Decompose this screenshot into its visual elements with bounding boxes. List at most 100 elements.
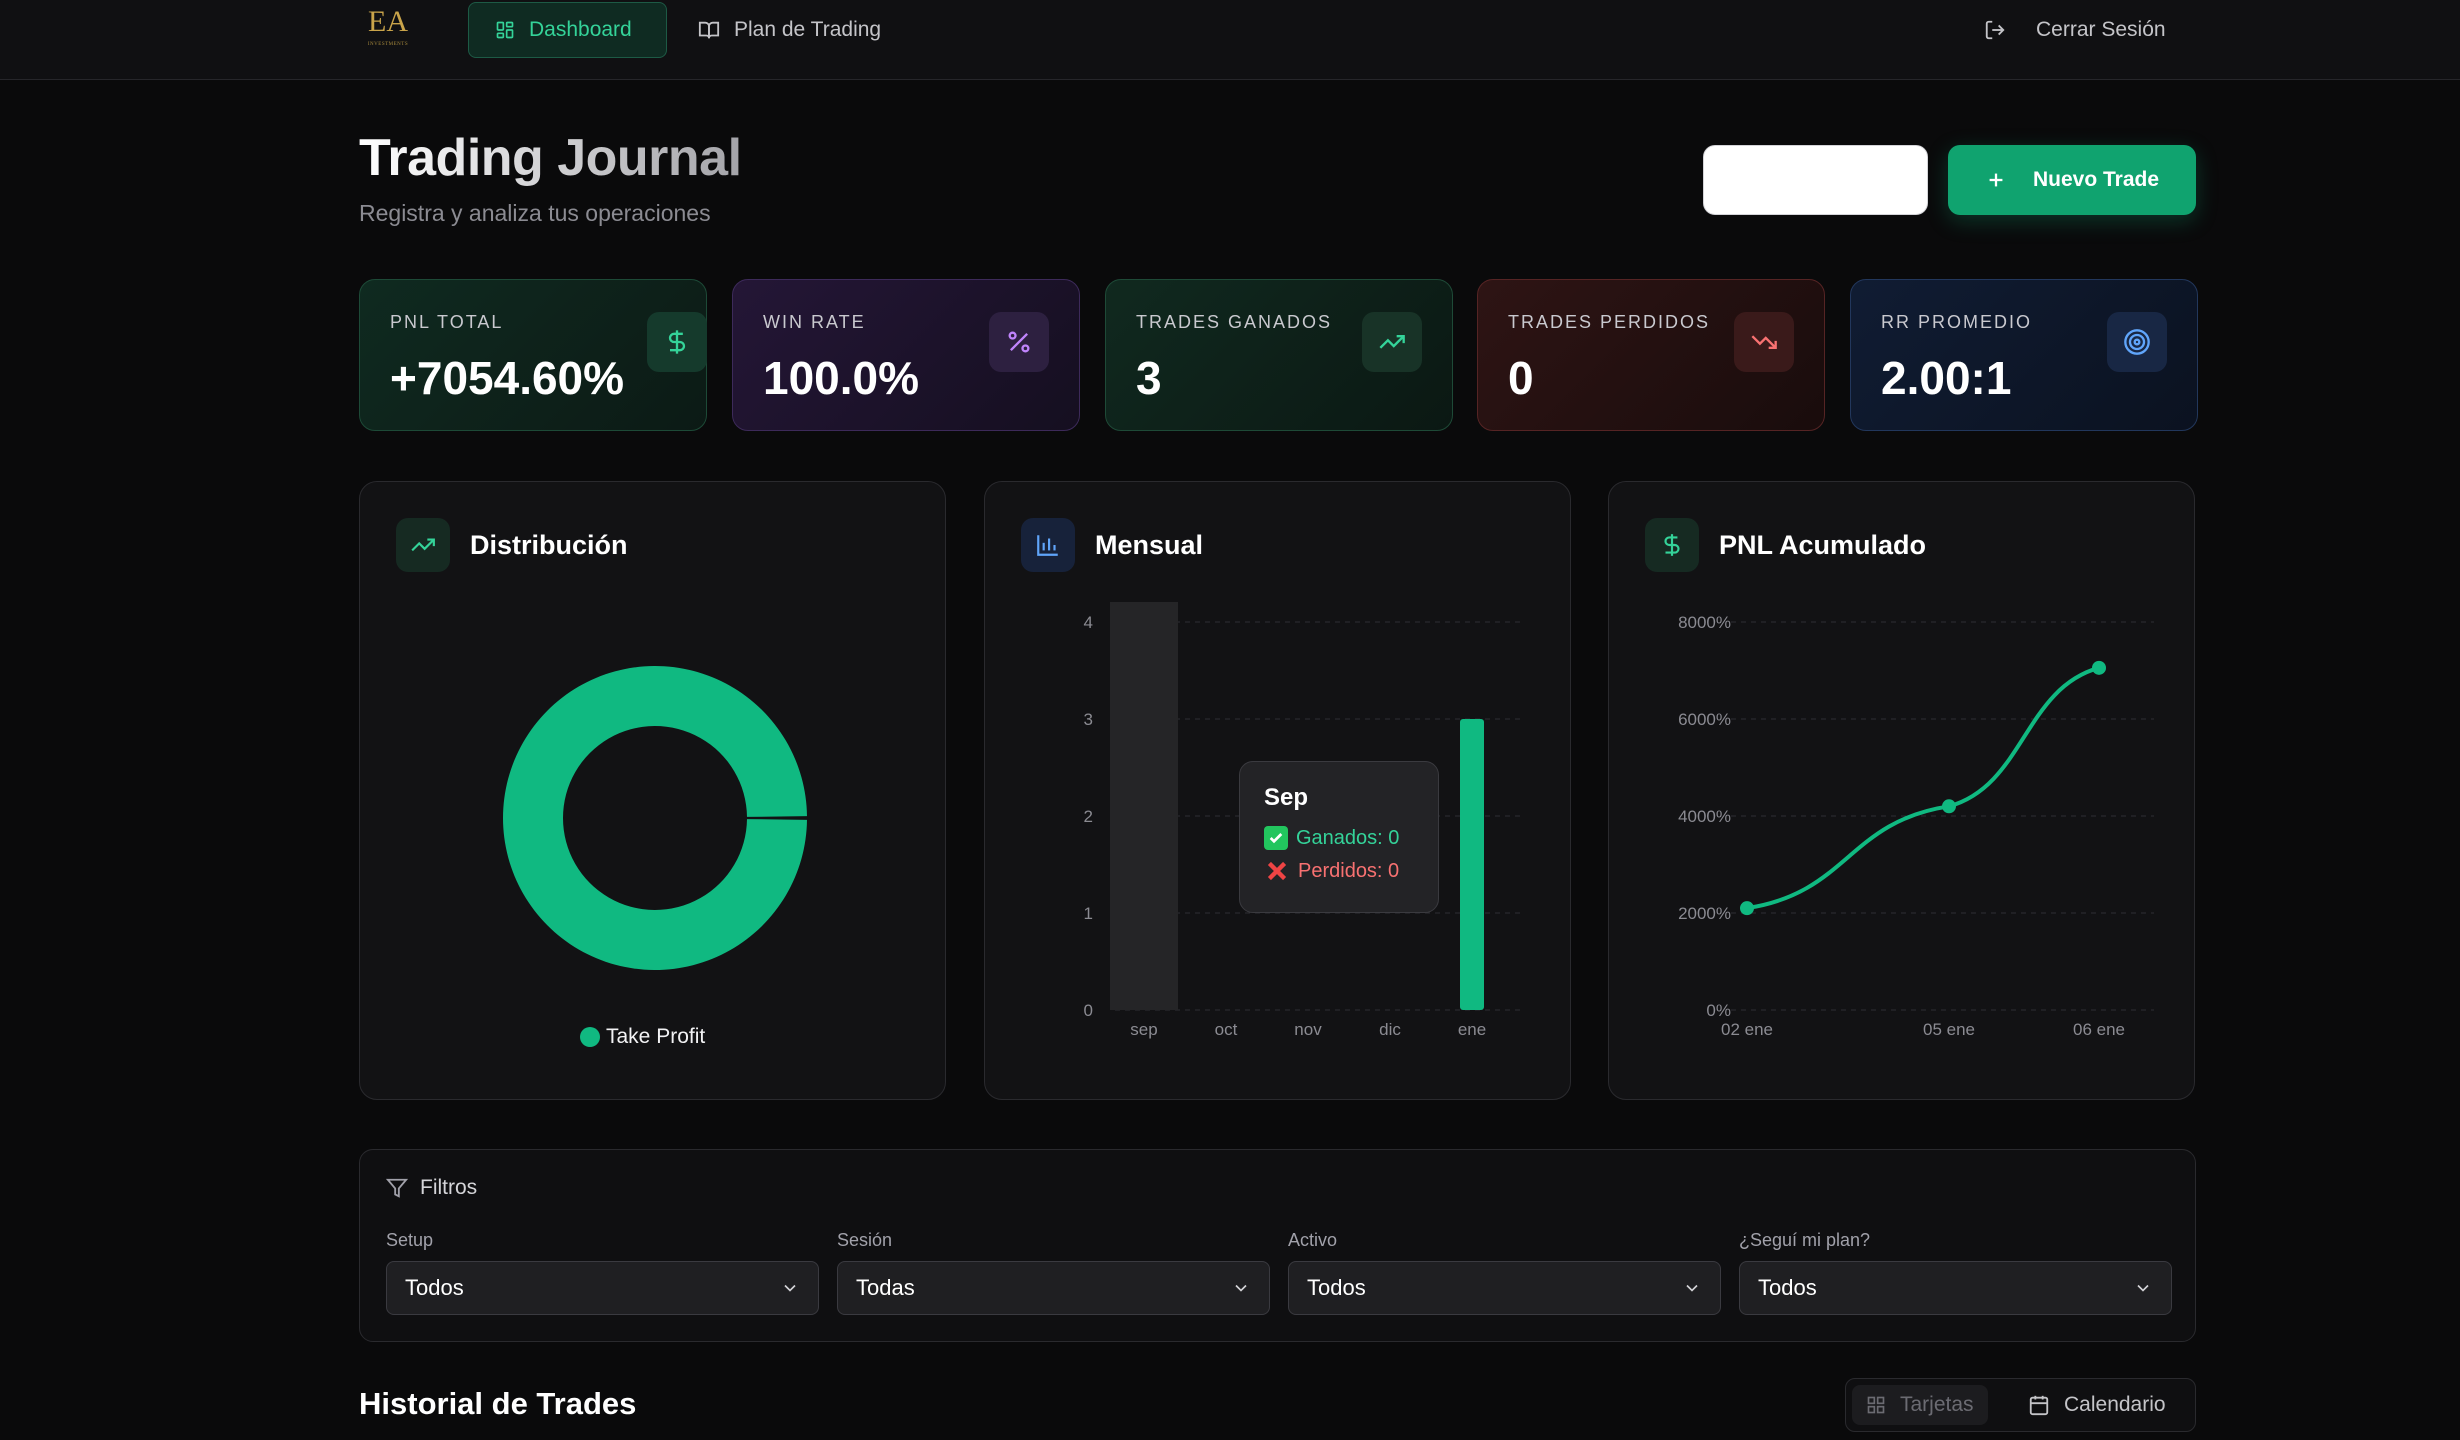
chevron-down-icon [780, 1278, 800, 1298]
filters-panel: Filtros Setup Todos Sesión Todas Activo … [359, 1149, 2196, 1342]
filter-segui-plan: ¿Seguí mi plan? Todos [1739, 1230, 2172, 1315]
filters-header: Filtros [386, 1176, 477, 1200]
y-tick-label: 2 [1084, 807, 1093, 826]
view-calendar-label: Calendario [2064, 1393, 2166, 1416]
tab-plan-de-trading[interactable]: Plan de Trading [672, 2, 907, 58]
stat-value: 3 [1136, 352, 1162, 404]
donut-slice [503, 666, 807, 971]
distribution-donut-chart [503, 666, 807, 971]
panel-title: Mensual [1095, 529, 1204, 560]
filter-label: Setup [386, 1230, 434, 1250]
tooltip-won-row: Ganados: 0 [1264, 826, 1414, 850]
stat-value: 2.00:1 [1881, 352, 2012, 404]
dollar-icon [647, 312, 707, 372]
stat-label: TRADES GANADOS [1136, 312, 1333, 332]
cumulative-line-chart: 0% 2000% 4000% 6000% 8000% 02 ene 05 ene 06 ene [1678, 613, 2154, 1039]
x-tick-label: dic [1379, 1020, 1401, 1039]
target-icon [2107, 312, 2167, 372]
page-title: Trading Journal [359, 129, 742, 187]
distribution-panel: Distribución Take Profit [359, 481, 946, 1100]
cumulative-pnl-panel: PNL Acumulado 0% 2000% 4000% 6000% 8000% 02 e… [1608, 481, 2195, 1100]
tab-dashboard[interactable]: Dashboard [468, 2, 667, 58]
history-title: Historial de Trades [359, 1386, 637, 1421]
new-trade-label: Nuevo Trade [2032, 168, 2160, 191]
stat-label: RR PROMEDIO [1881, 312, 2033, 332]
y-tick-label: 0% [1706, 1001, 1731, 1020]
y-tick-label: 4000% [1678, 807, 1731, 826]
data-point [1740, 901, 1754, 916]
grid-icon [495, 20, 515, 40]
view-calendar-button[interactable]: Calendario [2014, 1385, 2180, 1425]
data-point [1942, 799, 1956, 814]
stat-label: TRADES PERDIDOS [1508, 312, 1711, 332]
tooltip-won: Ganados: 0 [1296, 826, 1400, 849]
stat-label: PNL TOTAL [390, 312, 504, 332]
legend-swatch [580, 1027, 600, 1047]
data-point [2092, 660, 2106, 675]
plus-icon [1985, 169, 2007, 191]
select-value: Todos [1758, 1275, 1817, 1300]
logout-label: Cerrar Sesión [2036, 18, 2166, 41]
select-value: Todas [856, 1275, 915, 1300]
chevron-down-icon [2133, 1278, 2153, 1298]
pnl-line [1746, 665, 2100, 911]
y-tick-label: 0 [1084, 1001, 1093, 1020]
new-trade-button[interactable]: Nuevo Trade [1948, 145, 2196, 215]
y-tick-label: 4 [1084, 613, 1093, 632]
activo-select[interactable]: Todos [1288, 1261, 1721, 1315]
chart-tooltip: Sep Ganados: 0 Perdidos: 0 [1239, 761, 1439, 913]
check-icon [1264, 826, 1288, 850]
y-tick-label: 2000% [1678, 904, 1731, 923]
segui-plan-select[interactable]: Todos [1739, 1261, 2172, 1315]
logo-text: EA [368, 5, 408, 38]
legend-label: Take Profit [606, 1025, 706, 1048]
stat-card-win-rate: WIN RATE 100.0% [732, 279, 1080, 431]
x-tick-label: 02 ene [1721, 1020, 1773, 1039]
view-cards-button[interactable]: Tarjetas [1852, 1385, 1988, 1425]
y-tick-label: 6000% [1678, 710, 1731, 729]
panel-title: PNL Acumulado [1719, 529, 1927, 560]
stat-value: +7054.60% [390, 352, 625, 404]
y-tick-label: 3 [1084, 710, 1093, 729]
stat-card-trades-perdidos: TRADES PERDIDOS 0 [1477, 279, 1825, 431]
x-tick-label: 06 ene [2073, 1020, 2125, 1039]
stat-value: 0 [1508, 352, 1534, 404]
trending-up-icon [1362, 312, 1422, 372]
chevron-down-icon [1231, 1278, 1251, 1298]
stat-card-pnl-total: PNL TOTAL +7054.60% [359, 279, 707, 431]
tab-plan-label: Plan de Trading [734, 18, 882, 41]
hover-highlight [1110, 602, 1178, 1010]
blank-white-button[interactable] [1703, 145, 1928, 215]
filters-title: Filtros [420, 1176, 478, 1199]
setup-select[interactable]: Todos [386, 1261, 819, 1315]
logout-button[interactable]: Cerrar Sesión [1984, 2, 2166, 58]
brand-logo[interactable]: EA INVESTMENTS [366, 2, 410, 56]
x-tick-label: ene [1458, 1020, 1486, 1039]
sesion-select[interactable]: Todas [837, 1261, 1270, 1315]
stat-label: WIN RATE [763, 312, 866, 332]
filter-setup: Setup Todos [386, 1230, 819, 1315]
trending-up-icon [396, 518, 450, 572]
x-tick-label: sep [1130, 1020, 1157, 1039]
filter-label: Activo [1288, 1230, 1338, 1250]
tooltip-title: Sep [1264, 784, 1309, 811]
select-value: Todos [405, 1275, 464, 1300]
x-tick-label: nov [1294, 1020, 1322, 1039]
trending-down-icon [1734, 312, 1794, 372]
stat-card-rr-promedio: RR PROMEDIO 2.00:1 [1850, 279, 2198, 431]
view-toggle: Tarjetas Calendario [1845, 1378, 2196, 1432]
bar-ganados [1460, 719, 1484, 1010]
filter-label: ¿Seguí mi plan? [1739, 1230, 1871, 1250]
filter-icon [386, 1177, 408, 1199]
y-tick-label: 1 [1084, 904, 1093, 923]
tooltip-lost: Perdidos: 0 [1298, 859, 1400, 882]
x-tick-label: oct [1215, 1020, 1238, 1039]
panel-title: Distribución [470, 529, 628, 560]
percent-icon [989, 312, 1049, 372]
bar-chart-icon [1021, 518, 1075, 572]
filter-sesion: Sesión Todas [837, 1230, 1270, 1315]
filter-label: Sesión [837, 1230, 893, 1250]
top-navbar: EA INVESTMENTS Dashboard Plan de Trading… [0, 0, 2460, 80]
dollar-icon [1645, 518, 1699, 572]
view-cards-label: Tarjetas [1900, 1393, 1974, 1416]
